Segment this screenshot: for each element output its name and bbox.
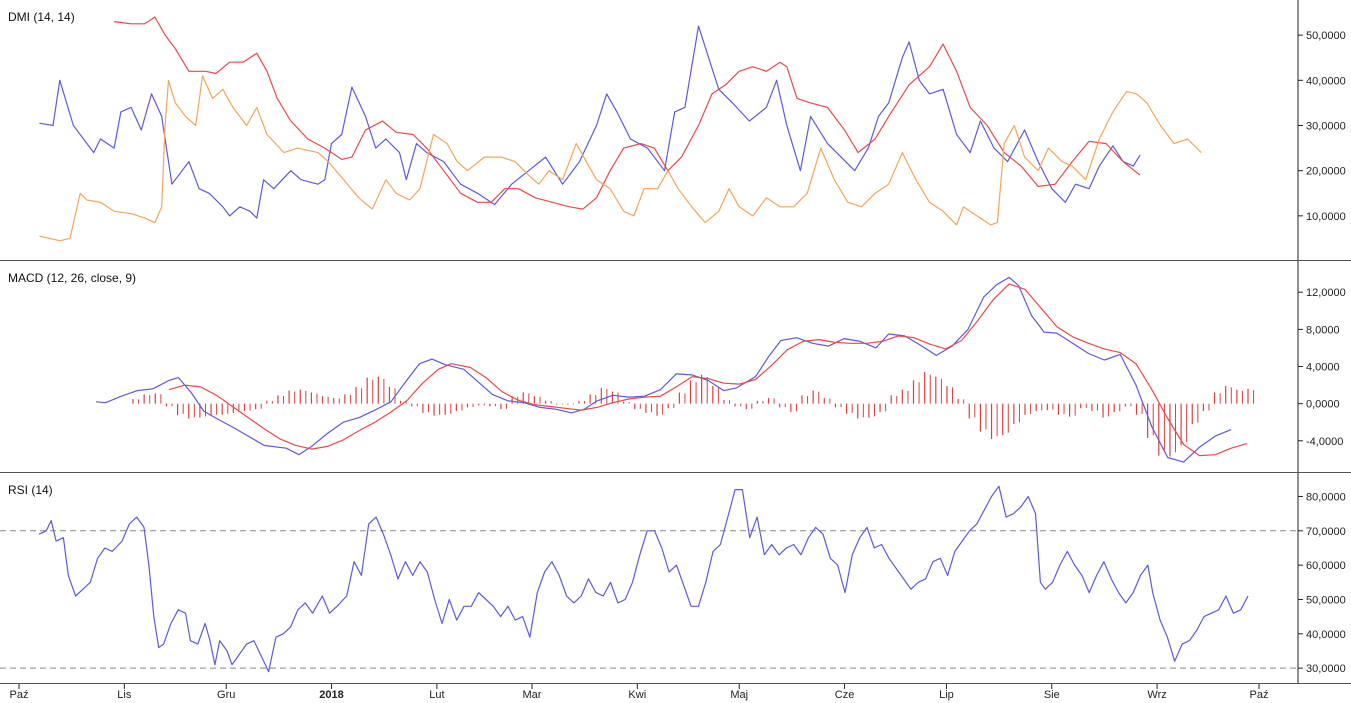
y-tick-label: 4,0000 xyxy=(1306,362,1340,374)
panel-dividers xyxy=(0,260,1351,684)
y-tick-label: 12,0000 xyxy=(1306,287,1346,299)
x-tick-label: Paź xyxy=(10,689,29,701)
x-tick-label: 2018 xyxy=(319,689,343,701)
y-tick-label: -4,0000 xyxy=(1306,436,1343,448)
x-tick-label: Cze xyxy=(835,689,855,701)
x-tick-label: Paź xyxy=(1250,689,1269,701)
y-tick-label: 40,0000 xyxy=(1306,75,1346,87)
y-tick-label: 20,0000 xyxy=(1306,166,1346,178)
series-line-blue xyxy=(38,485,1249,673)
panel-title: DMI (14, 14) xyxy=(8,10,75,24)
x-tick-label: Sie xyxy=(1044,689,1060,701)
y-tick-label: 60,0000 xyxy=(1306,560,1346,572)
series-line-blue xyxy=(95,276,1232,463)
y-tick-label: 50,0000 xyxy=(1306,594,1346,606)
x-tick-label: Maj xyxy=(730,689,748,701)
series-line-blue xyxy=(39,25,1141,219)
x-tick-label: Kwi xyxy=(628,689,646,701)
y-tick-label: 80,0000 xyxy=(1306,491,1346,503)
y-tick-label: 10,0000 xyxy=(1306,211,1346,223)
y-tick-label: 30,0000 xyxy=(1306,663,1346,675)
series-line-red xyxy=(114,16,1141,210)
series-line-orange xyxy=(39,75,1202,242)
x-tick-label: Lut xyxy=(429,689,444,701)
y-tick-label: 40,0000 xyxy=(1306,629,1346,641)
y-tick-label: 0,0000 xyxy=(1306,399,1340,411)
y-tick-label: 50,0000 xyxy=(1306,30,1346,42)
y-tick-label: 8,0000 xyxy=(1306,324,1340,336)
x-tick-label: Wrz xyxy=(1147,689,1166,701)
x-axis: Paź Lis Gru 2018 Lut Mar Kwi Maj Cze Lip Sie Wrz Paź xyxy=(10,684,1269,701)
y-tick-label: 30,0000 xyxy=(1306,120,1346,132)
y-tick-label: 70,0000 xyxy=(1306,526,1346,538)
dmi-panel: DMI (14, 14) 50,0000 40,0000 30,0000 20,0000… xyxy=(8,0,1346,260)
macd-panel: MACD (12, 26, close, 9) 12,0000 8,0000 4,00… xyxy=(8,261,1346,472)
panel-title: MACD (12, 26, close, 9) xyxy=(8,271,136,285)
rsi-panel: RSI (14) 80,0000 70,0000 60,0000 50,0000 40,0… xyxy=(0,473,1346,683)
x-tick-label: Mar xyxy=(523,689,542,701)
x-tick-label: Gru xyxy=(217,689,235,701)
panel-title: RSI (14) xyxy=(8,483,53,497)
x-tick-label: Lip xyxy=(939,689,954,701)
x-tick-label: Lis xyxy=(117,689,132,701)
series-line-red xyxy=(168,283,1248,457)
